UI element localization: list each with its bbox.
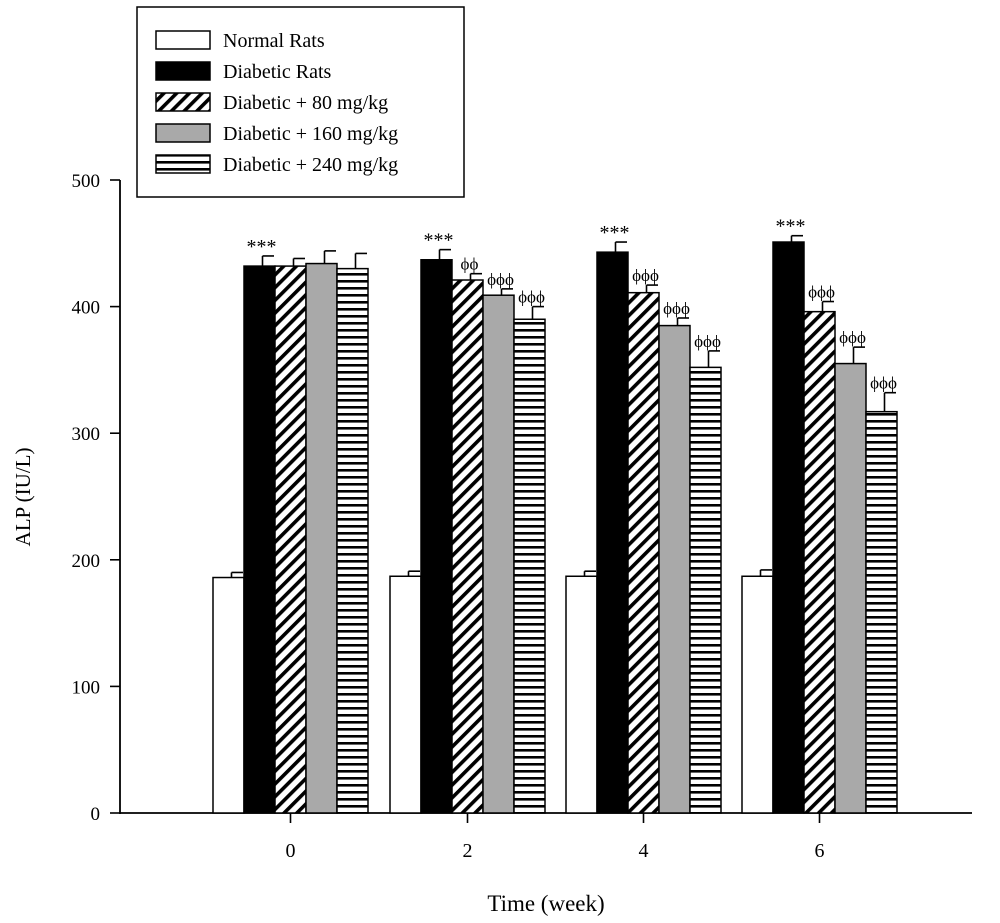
legend-label: Diabetic + 240 mg/kg xyxy=(223,154,398,176)
significance-label: ϕϕ xyxy=(461,255,479,274)
significance-label: *** xyxy=(600,222,630,244)
significance-label: *** xyxy=(776,216,806,238)
x-tick-label: 0 xyxy=(286,840,296,862)
bar xyxy=(834,362,867,814)
bar xyxy=(212,576,245,814)
bar xyxy=(596,251,629,814)
y-tick-label: 100 xyxy=(72,677,101,698)
bar xyxy=(243,265,276,814)
bar xyxy=(772,241,805,814)
significance-label: ϕϕϕ xyxy=(808,283,835,302)
y-tick-label: 500 xyxy=(72,171,101,192)
y-ticks: 0 100 200 300 400 500 xyxy=(72,171,120,825)
y-axis-label: ALP (IU/L) xyxy=(11,448,35,547)
bar xyxy=(336,267,369,814)
bar xyxy=(513,318,546,814)
legend-label: Diabetic + 80 mg/kg xyxy=(223,92,388,114)
legend-label: Normal Rats xyxy=(223,30,325,52)
significance-label: ϕϕϕ xyxy=(632,266,659,285)
bars xyxy=(212,241,898,814)
x-tick-label: 4 xyxy=(639,840,649,862)
x-axis-label: Time (week) xyxy=(487,891,604,916)
x-tick-label: 6 xyxy=(815,840,825,862)
bar xyxy=(658,324,691,814)
legend: Normal Rats Diabetic Rats Diabetic + 80 mg… xyxy=(136,6,465,198)
y-tick-label: 200 xyxy=(72,551,101,572)
significance-label: ϕϕϕ xyxy=(870,374,897,393)
legend-swatch xyxy=(155,92,211,112)
legend-swatch xyxy=(155,123,211,143)
significance-label: ϕϕϕ xyxy=(694,332,721,351)
legend-swatch xyxy=(155,61,211,81)
y-tick-label: 300 xyxy=(72,424,101,445)
bar xyxy=(803,310,836,814)
x-ticks: 0 2 4 6 xyxy=(286,813,825,862)
significance-label: ϕϕϕ xyxy=(663,299,690,318)
bar xyxy=(305,262,338,814)
significance-label: ϕϕϕ xyxy=(487,270,514,289)
bar xyxy=(689,366,722,814)
y-tick-label: 0 xyxy=(91,804,101,825)
legend-swatch xyxy=(155,30,211,50)
bar xyxy=(565,575,598,814)
bar xyxy=(451,279,484,814)
bar xyxy=(482,294,515,814)
x-tick-label: 2 xyxy=(463,840,473,862)
bar xyxy=(420,259,453,814)
significance-label: *** xyxy=(424,230,454,252)
bar xyxy=(741,575,774,814)
bar xyxy=(274,265,307,814)
significance-label: ϕϕϕ xyxy=(839,328,866,347)
error-bars xyxy=(230,234,896,578)
significance-label: *** xyxy=(247,236,277,258)
legend-label: Diabetic Rats xyxy=(223,61,332,83)
significance-label: ϕϕϕ xyxy=(518,288,545,307)
bar xyxy=(865,410,898,814)
bar xyxy=(389,575,422,814)
legend-label: Diabetic + 160 mg/kg xyxy=(223,123,398,145)
y-tick-label: 400 xyxy=(72,298,101,319)
bar xyxy=(627,291,660,814)
legend-swatch xyxy=(155,154,211,174)
